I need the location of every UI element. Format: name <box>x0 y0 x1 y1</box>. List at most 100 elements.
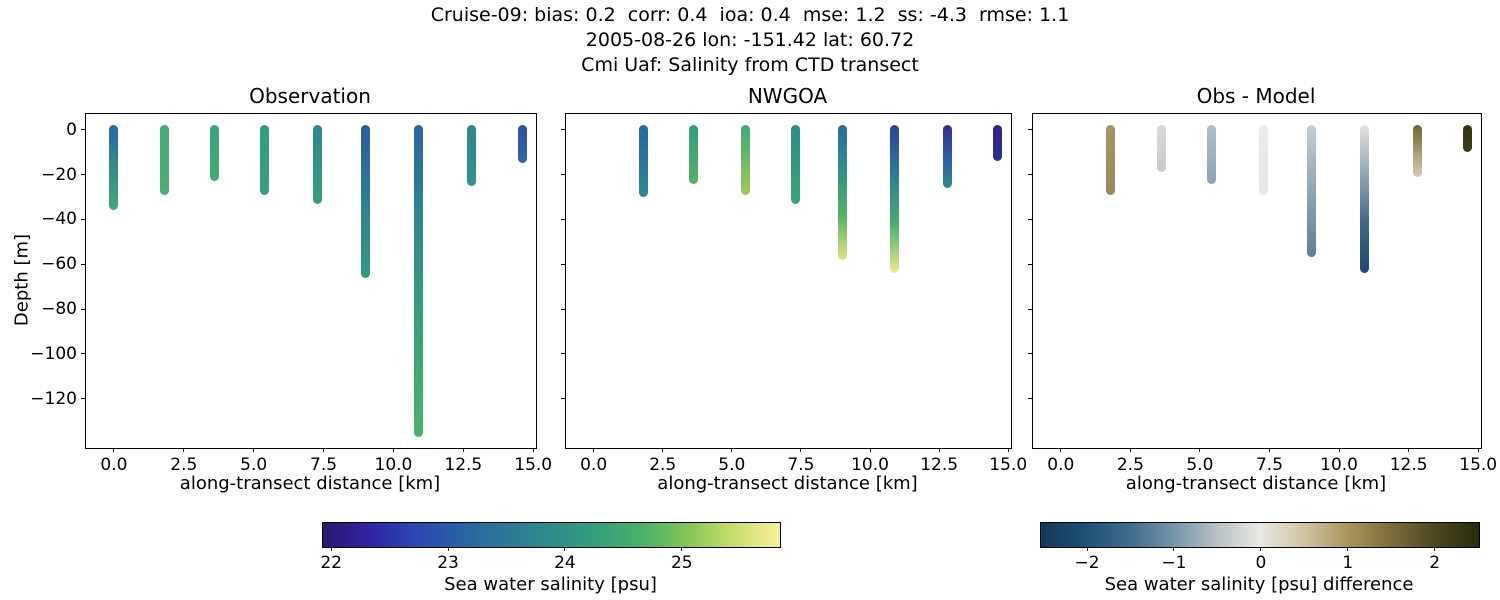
profile-bar <box>992 125 1002 162</box>
profile-bar <box>1206 125 1216 184</box>
x-tick-label: 7.5 <box>310 455 338 475</box>
x-tick-label: 0.0 <box>580 455 608 475</box>
y-axis-label: Depth [m] <box>11 233 33 327</box>
colorbar-tick-label: 2 <box>1429 553 1441 573</box>
y-tick <box>1028 174 1032 176</box>
colorbar-tick <box>447 547 449 551</box>
x-tick-label: 10.0 <box>1320 455 1359 475</box>
x-tick <box>323 448 325 452</box>
panel-title-obs-model: Obs - Model <box>1196 84 1316 108</box>
colorbar-tick-label: 23 <box>437 553 459 573</box>
panel-title-nwgoa: NWGOA <box>747 84 828 108</box>
x-tick <box>1269 448 1271 452</box>
x-tick <box>1007 448 1009 452</box>
y-tick <box>1028 129 1032 131</box>
axes-nwgoa: 0.0 2.5 5.0 7.5 10.0 12.5 15.0 <box>561 113 1027 475</box>
x-tick-label: 12.5 <box>1389 455 1428 475</box>
profile-bar <box>890 125 900 274</box>
y-tick-label: −120 <box>30 388 77 409</box>
profile-bar <box>1306 125 1316 258</box>
x-tick-label: 5.0 <box>718 455 746 475</box>
x-tick-label: 7.5 <box>1255 455 1284 475</box>
colorbar-tick <box>681 547 683 551</box>
axes-observation: 0.0 2.5 5.0 7.5 10.0 12.5 15.0 0 −20 −40 −60 −80 −10… <box>30 113 552 475</box>
profile-bar <box>688 125 698 184</box>
x-tick-label: 0.0 <box>1047 455 1075 475</box>
x-tick-label: 2.5 <box>1116 455 1144 475</box>
colorbar-tick <box>1086 547 1088 551</box>
y-tick <box>561 218 565 220</box>
profile-bar <box>313 125 323 204</box>
x-tick-label: 2.5 <box>170 455 198 475</box>
x-tick <box>113 448 115 452</box>
y-tick <box>1028 263 1032 265</box>
x-tick <box>1199 448 1201 452</box>
colorbar-tick-label: 22 <box>320 553 342 573</box>
colorbar-salinity-label: Sea water salinity [psu] <box>444 574 657 595</box>
figure-title-line2: 2005-08-26 lon: -151.42 lat: 60.72 <box>585 29 915 51</box>
x-tick <box>392 448 394 452</box>
colorbar-tick-label: 1 <box>1342 553 1354 573</box>
y-tick <box>561 129 565 131</box>
x-tick <box>731 448 733 452</box>
y-tick <box>81 308 85 310</box>
y-tick <box>561 398 565 400</box>
x-tick-label: 15.0 <box>1459 455 1498 475</box>
x-tick <box>253 448 255 452</box>
x-tick <box>1408 448 1410 452</box>
y-tick-label: −20 <box>41 164 77 185</box>
x-tick <box>462 448 464 452</box>
colorbar-difference-label: Sea water salinity [psu] difference <box>1104 574 1414 595</box>
profile-bar <box>1259 125 1269 195</box>
profile-bar <box>517 125 527 164</box>
profile-bar <box>790 125 800 204</box>
y-tick-label: −60 <box>41 254 77 275</box>
y-tick <box>81 218 85 220</box>
x-axis-label-nwgoa: along-transect distance [km] <box>657 473 918 494</box>
x-tick-label: 0.0 <box>100 455 128 475</box>
profile-bar <box>1412 125 1422 177</box>
y-tick <box>81 263 85 265</box>
x-tick-label: 15.0 <box>514 455 553 475</box>
colorbar-tick <box>330 547 332 551</box>
x-tick-label: 7.5 <box>787 455 815 475</box>
colorbar-tick-label: −2 <box>1074 553 1100 573</box>
profile-bar <box>109 125 119 211</box>
x-tick <box>938 448 940 452</box>
axes-obs-model: 0.0 2.5 5.0 7.5 10.0 12.5 15.0 <box>1028 113 1497 475</box>
colorbar-tick <box>1434 547 1436 551</box>
x-tick <box>1477 448 1479 452</box>
profile-bar <box>1106 125 1116 195</box>
y-tick <box>81 398 85 400</box>
x-tick-label: 12.5 <box>444 455 483 475</box>
y-tick <box>561 174 565 176</box>
x-tick-label: 10.0 <box>374 455 413 475</box>
x-axis-label-obs-model: along-transect distance [km] <box>1125 473 1387 494</box>
x-tick <box>1060 448 1062 452</box>
colorbar-tick-label: −1 <box>1161 553 1187 573</box>
profile-bar <box>467 125 477 186</box>
panel-title-observation: Observation <box>249 84 371 108</box>
profile-bar <box>741 125 751 195</box>
profile-bar <box>1462 125 1472 153</box>
x-tick <box>593 448 595 452</box>
x-tick <box>532 448 534 452</box>
x-tick <box>183 448 185 452</box>
x-tick <box>1338 448 1340 452</box>
colorbar-tick <box>1173 547 1175 551</box>
x-tick <box>662 448 664 452</box>
profile-bar <box>638 125 648 197</box>
colorbar-tick-label: 24 <box>554 553 576 573</box>
colorbar-tick-label: 0 <box>1255 553 1267 573</box>
y-tick <box>561 308 565 310</box>
profile-bar <box>210 125 220 182</box>
x-tick-label: 12.5 <box>920 455 959 475</box>
colorbar-tick <box>564 547 566 551</box>
y-tick-label: −80 <box>41 299 77 320</box>
y-tick <box>81 129 85 131</box>
x-tick <box>869 448 871 452</box>
x-tick-label: 15.0 <box>989 455 1028 475</box>
y-tick-label: −100 <box>30 343 77 364</box>
profile-bar <box>1156 125 1166 173</box>
